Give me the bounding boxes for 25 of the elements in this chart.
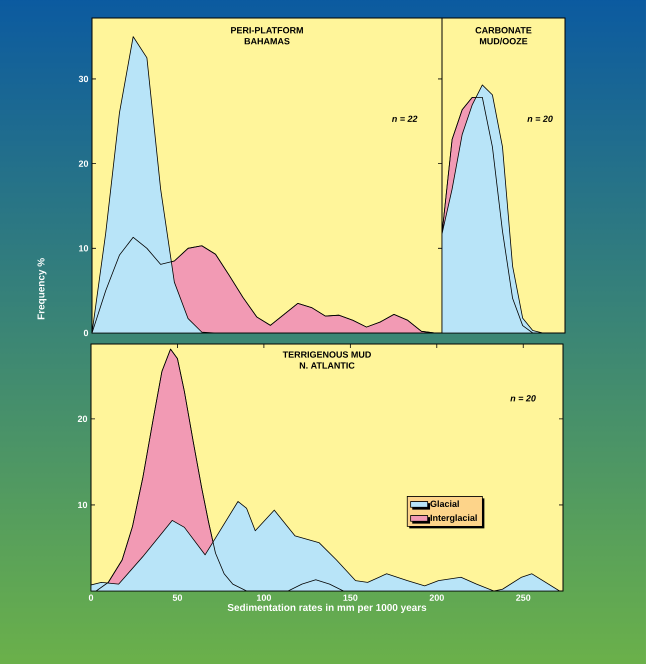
annotation: n = 20 bbox=[510, 395, 536, 402]
text: N. ATLANTIC bbox=[300, 362, 355, 369]
y-tick-label: 10 bbox=[78, 502, 88, 508]
y-tick-label: 20 bbox=[78, 160, 88, 167]
x-axis-title: Sedimentation rates in mm per 1000 years bbox=[228, 604, 426, 613]
y-tick-label: 0 bbox=[84, 330, 88, 336]
annotation: n = 20 bbox=[527, 116, 553, 122]
x-tick-label: 0 bbox=[88, 594, 94, 601]
annotation: n = 22 bbox=[392, 116, 418, 122]
y-tick-label: 30 bbox=[78, 76, 88, 82]
x-tick-label: 200 bbox=[430, 594, 444, 601]
legend-label: Interglacial bbox=[430, 514, 477, 523]
text: TERRIGENOUS MUD bbox=[282, 351, 371, 358]
x-tick-label: 100 bbox=[256, 594, 272, 601]
text: PERI-PLATFORM bbox=[231, 27, 303, 34]
legend-label: Glacial bbox=[430, 500, 459, 508]
x-tick-label: 50 bbox=[172, 594, 182, 601]
y-tick-label: 20 bbox=[78, 416, 88, 422]
y-tick-label: 10 bbox=[79, 245, 88, 252]
text: BAHAMAS bbox=[244, 38, 290, 44]
y-axis-title: Frequency % bbox=[37, 258, 46, 320]
x-tick-label: 250 bbox=[516, 594, 530, 601]
chart-title: CARBONATE bbox=[476, 27, 532, 34]
chart-subtitle: MUD/OOZE bbox=[480, 38, 528, 44]
x-tick-label: 150 bbox=[343, 594, 358, 601]
